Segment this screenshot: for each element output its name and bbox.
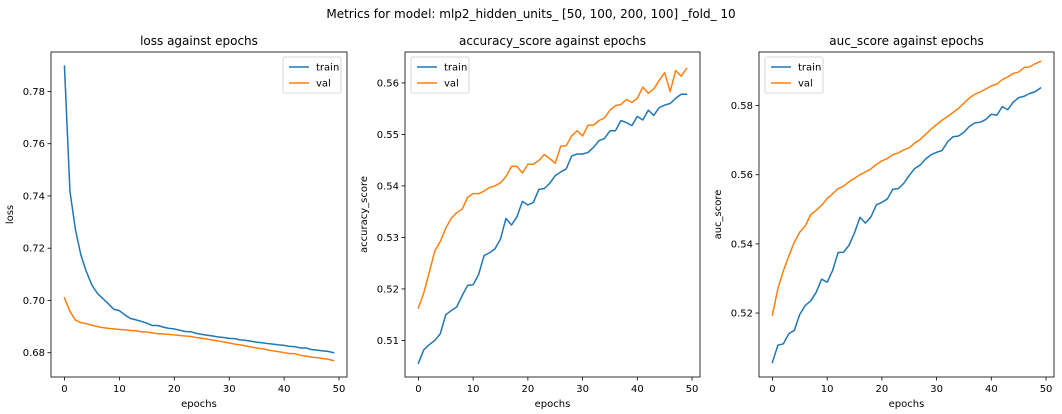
y-tick-label: 0.53 [377, 233, 399, 244]
chart-title: loss against epochs [140, 34, 258, 48]
legend: train val [282, 56, 342, 94]
x-tick-label: 30 [930, 384, 943, 395]
x-tick-label: 10 [467, 384, 480, 395]
legend-box [282, 56, 342, 94]
y-tick-label: 0.55 [377, 130, 399, 141]
y-axis-label: auc_score [713, 190, 724, 240]
series-line-train [63, 65, 335, 354]
x-tick-label: 40 [631, 384, 644, 395]
legend: train val [410, 56, 470, 94]
legend-label-val: val [316, 79, 331, 90]
legend-label-train: train [316, 63, 339, 74]
legend-label-train: train [798, 63, 821, 74]
x-tick-label: 20 [168, 384, 181, 395]
chart-title: accuracy_score against epochs [459, 34, 646, 48]
axes-frame [50, 51, 348, 378]
x-tick-label: 0 [61, 384, 67, 395]
chart-title: auc_score against epochs [829, 34, 983, 48]
y-tick-label: 0.70 [23, 296, 45, 307]
legend-label-train: train [444, 63, 467, 74]
x-tick-label: 0 [415, 384, 421, 395]
y-tick-label: 0.56 [731, 170, 753, 181]
y-tick-label: 0.52 [377, 284, 399, 295]
x-tick-label: 40 [278, 384, 291, 395]
x-tick-label: 20 [876, 384, 889, 395]
y-tick-label: 0.52 [731, 309, 753, 320]
y-tick-label: 0.51 [377, 336, 399, 347]
y-tick-label: 0.72 [23, 244, 45, 255]
x-tick-label: 50 [1040, 384, 1053, 395]
chart-panel-2: 0 10 20 30 40 50 0.51 0.52 0.53 0.54 0.55 0.56 accur… [359, 34, 701, 410]
axes-frame [404, 51, 701, 378]
legend: train val [764, 56, 824, 94]
y-tick-label: 0.74 [23, 191, 45, 202]
y-tick-label: 0.78 [23, 87, 45, 98]
figure-title: Metrics for model: mlp2_hidden_units_ [5… [326, 7, 735, 21]
y-tick-label: 0.56 [377, 78, 399, 89]
series-line-val [63, 296, 335, 362]
legend-box [764, 56, 824, 94]
x-axis-label: epochs [535, 399, 571, 410]
axes-frame [758, 51, 1055, 378]
legend-label-val: val [444, 79, 459, 90]
series-line-train [771, 86, 1042, 364]
legend-label-val: val [798, 79, 813, 90]
x-tick-label: 20 [522, 384, 535, 395]
y-tick-label: 0.54 [731, 239, 753, 250]
x-tick-label: 50 [686, 384, 699, 395]
x-tick-label: 30 [223, 384, 236, 395]
series-line-train [417, 93, 688, 365]
x-tick-label: 50 [333, 384, 346, 395]
chart-panel-1: 0 10 20 30 40 50 0.68 0.70 0.72 0.74 0.76 0.78 loss … [5, 34, 348, 410]
x-tick-label: 10 [821, 384, 834, 395]
y-tick-label: 0.58 [731, 101, 753, 112]
y-axis-label: accuracy_score [359, 176, 370, 253]
x-axis-label: epochs [181, 399, 217, 410]
y-tick-label: 0.76 [23, 139, 45, 150]
x-axis-label: epochs [889, 399, 925, 410]
x-tick-label: 0 [769, 384, 775, 395]
x-tick-label: 40 [985, 384, 998, 395]
x-tick-label: 10 [113, 384, 126, 395]
series-line-val [771, 60, 1042, 316]
x-tick-label: 30 [576, 384, 589, 395]
legend-box [410, 56, 470, 94]
chart-panel-3: 0 10 20 30 40 50 0.52 0.54 0.56 0.58 auc_score aga… [713, 34, 1055, 410]
series-line-val [417, 67, 688, 309]
y-axis-label: loss [5, 205, 16, 224]
y-tick-label: 0.54 [377, 181, 399, 192]
y-tick-label: 0.68 [23, 348, 45, 359]
